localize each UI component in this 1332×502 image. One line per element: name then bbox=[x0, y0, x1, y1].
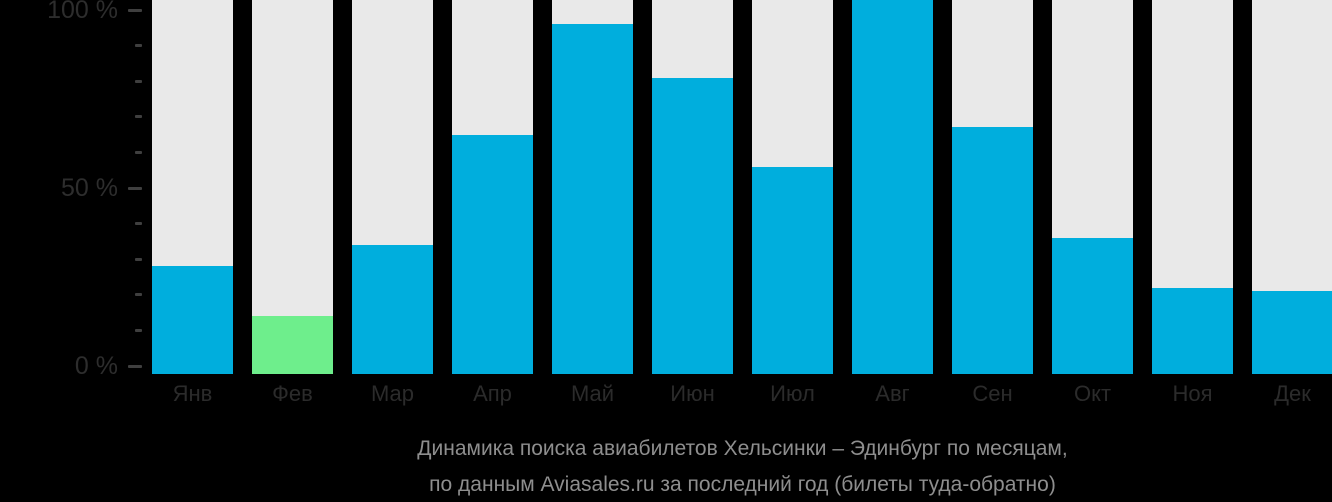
bar-track bbox=[552, 0, 633, 374]
bar-track bbox=[152, 0, 233, 374]
bar-track bbox=[452, 0, 533, 374]
x-axis-label: Фев bbox=[272, 381, 313, 406]
bar[interactable] bbox=[1052, 238, 1133, 374]
bar-track bbox=[652, 0, 733, 374]
chart-subtitle: по данным Aviasales.ru за последний год … bbox=[429, 473, 1056, 496]
bar[interactable] bbox=[852, 0, 933, 374]
x-axis-label: Дек bbox=[1274, 381, 1311, 406]
y-axis-label: 0 % bbox=[74, 352, 118, 380]
x-axis-label: Сен bbox=[972, 381, 1013, 406]
x-axis-label: Июл bbox=[770, 381, 815, 406]
bar-track bbox=[1152, 0, 1233, 374]
bar[interactable] bbox=[152, 266, 233, 374]
bar-track bbox=[952, 0, 1033, 374]
y-axis-minor-tick bbox=[135, 150, 142, 154]
bar[interactable] bbox=[952, 127, 1033, 374]
x-axis-label: Май bbox=[570, 381, 615, 406]
bar-track bbox=[1252, 0, 1332, 374]
x-axis-label: Мар bbox=[370, 381, 415, 406]
bar-track bbox=[852, 0, 933, 374]
x-axis-label: Янв bbox=[172, 381, 213, 406]
bar-track bbox=[1052, 0, 1133, 374]
x-axis-label: Апр bbox=[473, 381, 512, 406]
y-axis-minor-tick bbox=[135, 293, 142, 297]
y-axis-major-tick bbox=[128, 8, 142, 12]
x-axis-label: Июн bbox=[670, 381, 715, 406]
y-axis-label: 50 % bbox=[61, 174, 118, 202]
plot-area bbox=[152, 0, 1332, 374]
x-axis-label: Авг bbox=[875, 381, 910, 406]
y-axis-minor-tick bbox=[135, 44, 142, 48]
y-axis-major-tick bbox=[128, 364, 142, 368]
chart-title: Динамика поиска авиабилетов Хельсинки – … bbox=[417, 437, 1068, 460]
bar[interactable] bbox=[252, 316, 333, 374]
bar[interactable] bbox=[552, 24, 633, 374]
bar[interactable] bbox=[652, 78, 733, 374]
bar-track bbox=[252, 0, 333, 374]
y-axis-minor-tick bbox=[135, 79, 142, 83]
y-axis-minor-tick bbox=[135, 328, 142, 332]
bar[interactable] bbox=[1152, 288, 1233, 374]
bar-track bbox=[352, 0, 433, 374]
x-axis-label: Окт bbox=[1073, 381, 1112, 406]
bar[interactable] bbox=[452, 135, 533, 374]
y-axis-minor-tick bbox=[135, 115, 142, 119]
bar[interactable] bbox=[1252, 291, 1332, 374]
bar[interactable] bbox=[752, 167, 833, 374]
chart-caption: Динамика поиска авиабилетов Хельсинки – … bbox=[152, 431, 1332, 502]
y-axis-minor-tick bbox=[135, 257, 142, 261]
y-axis-minor-tick bbox=[135, 222, 142, 226]
x-axis-label: Ноя bbox=[1172, 381, 1213, 406]
y-axis-major-tick bbox=[128, 186, 142, 190]
bar[interactable] bbox=[352, 245, 433, 374]
bar-track bbox=[752, 0, 833, 374]
y-axis-label: 100 % bbox=[47, 0, 118, 24]
